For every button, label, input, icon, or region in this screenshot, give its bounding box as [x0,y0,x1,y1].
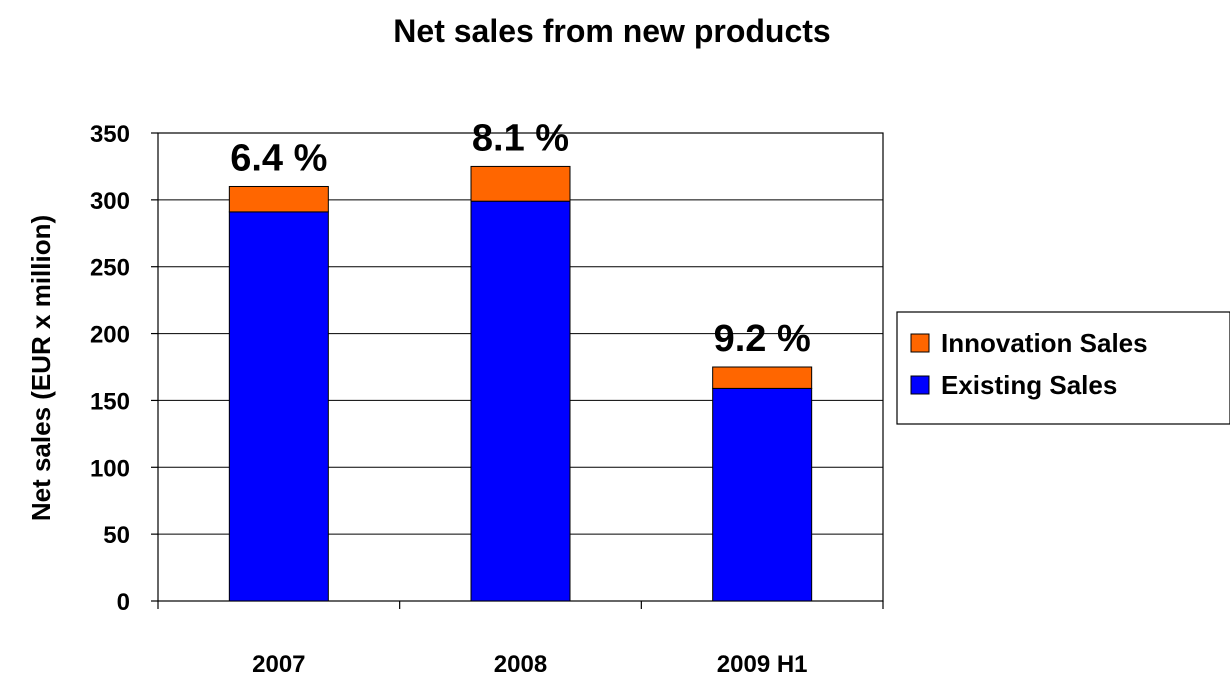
axes [151,132,884,609]
x-tick-label: 2009 H1 [717,651,808,677]
x-tick-label: 2008 [494,651,547,677]
y-tick-label: 250 [90,255,130,282]
y-tick-label: 350 [90,121,130,148]
legend-swatch [910,375,930,395]
y-tick-label: 100 [90,455,130,482]
y-tick-label: 150 [90,388,130,415]
data-label-percentage: 6.4 % [230,137,327,179]
y-tick-label: 50 [103,522,130,549]
y-tick-label: 0 [117,589,130,616]
bar-innovation-sales [228,185,329,213]
legend: Innovation Sales Existing Sales [896,311,1230,425]
data-label-percentage: 9.2 % [714,318,811,360]
bars [228,165,813,602]
x-tick-label: 2007 [252,651,305,677]
y-tick-label: 200 [90,322,130,349]
legend-box [896,311,1230,425]
y-tick-label: 300 [90,188,130,215]
bar-existing-sales [712,387,813,602]
bar-innovation-sales [712,366,813,389]
bar-existing-sales [228,211,329,602]
bar-existing-sales [470,200,571,602]
y-axis-label: Net sales (EUR x million) [26,215,56,521]
bar-innovation-sales [470,165,571,202]
data-label-percentage: 8.1 % [472,117,569,159]
legend-label: Innovation Sales [941,328,1148,358]
legend-label: Existing Sales [941,370,1117,400]
legend-swatch [910,333,930,353]
chart-title: Net sales from new products [393,13,830,49]
tick-labels: 0 50 100 150 200 250 300 350 2007 6.4 % 2008 8.1 % 2… [90,117,811,677]
